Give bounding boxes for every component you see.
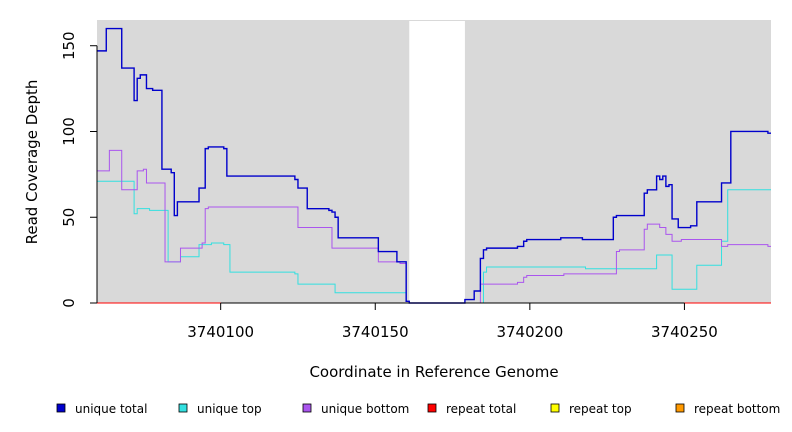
legend-swatch xyxy=(302,403,312,413)
legend-label: unique top xyxy=(197,402,262,416)
legend-label: repeat total xyxy=(446,402,516,416)
y-tick-label: 100 xyxy=(60,117,78,146)
y-tick-label: 0 xyxy=(60,298,78,308)
legend-swatch xyxy=(675,403,685,413)
legend-swatch xyxy=(550,403,560,413)
legend-label: unique total xyxy=(75,402,147,416)
legend-swatch xyxy=(56,403,66,413)
y-tick-label: 50 xyxy=(60,208,78,227)
x-tick-label: 3740100 xyxy=(187,323,254,341)
y-tick-label: 150 xyxy=(60,31,78,60)
x-axis: 3740100 3740150 3740200 3740250 xyxy=(187,302,718,341)
x-tick-label: 3740150 xyxy=(342,323,409,341)
x-tick-label: 3740250 xyxy=(651,323,718,341)
legend-label: unique bottom xyxy=(321,402,409,416)
y-axis: 0 50 100 150 xyxy=(60,31,98,308)
legend: unique total unique top unique bottom repea… xyxy=(56,402,780,416)
legend-swatch xyxy=(427,403,437,413)
x-tick-label: 3740200 xyxy=(496,323,563,341)
legend-label: repeat bottom xyxy=(694,402,780,416)
legend-swatch xyxy=(178,403,188,413)
gap-region xyxy=(409,21,465,303)
y-axis-title: Read Coverage Depth xyxy=(23,80,41,245)
series-line-unique-top xyxy=(97,180,771,304)
series-line-unique-total xyxy=(97,27,771,304)
x-axis-title: Coordinate in Reference Genome xyxy=(309,363,558,381)
legend-label: repeat top xyxy=(569,402,632,416)
